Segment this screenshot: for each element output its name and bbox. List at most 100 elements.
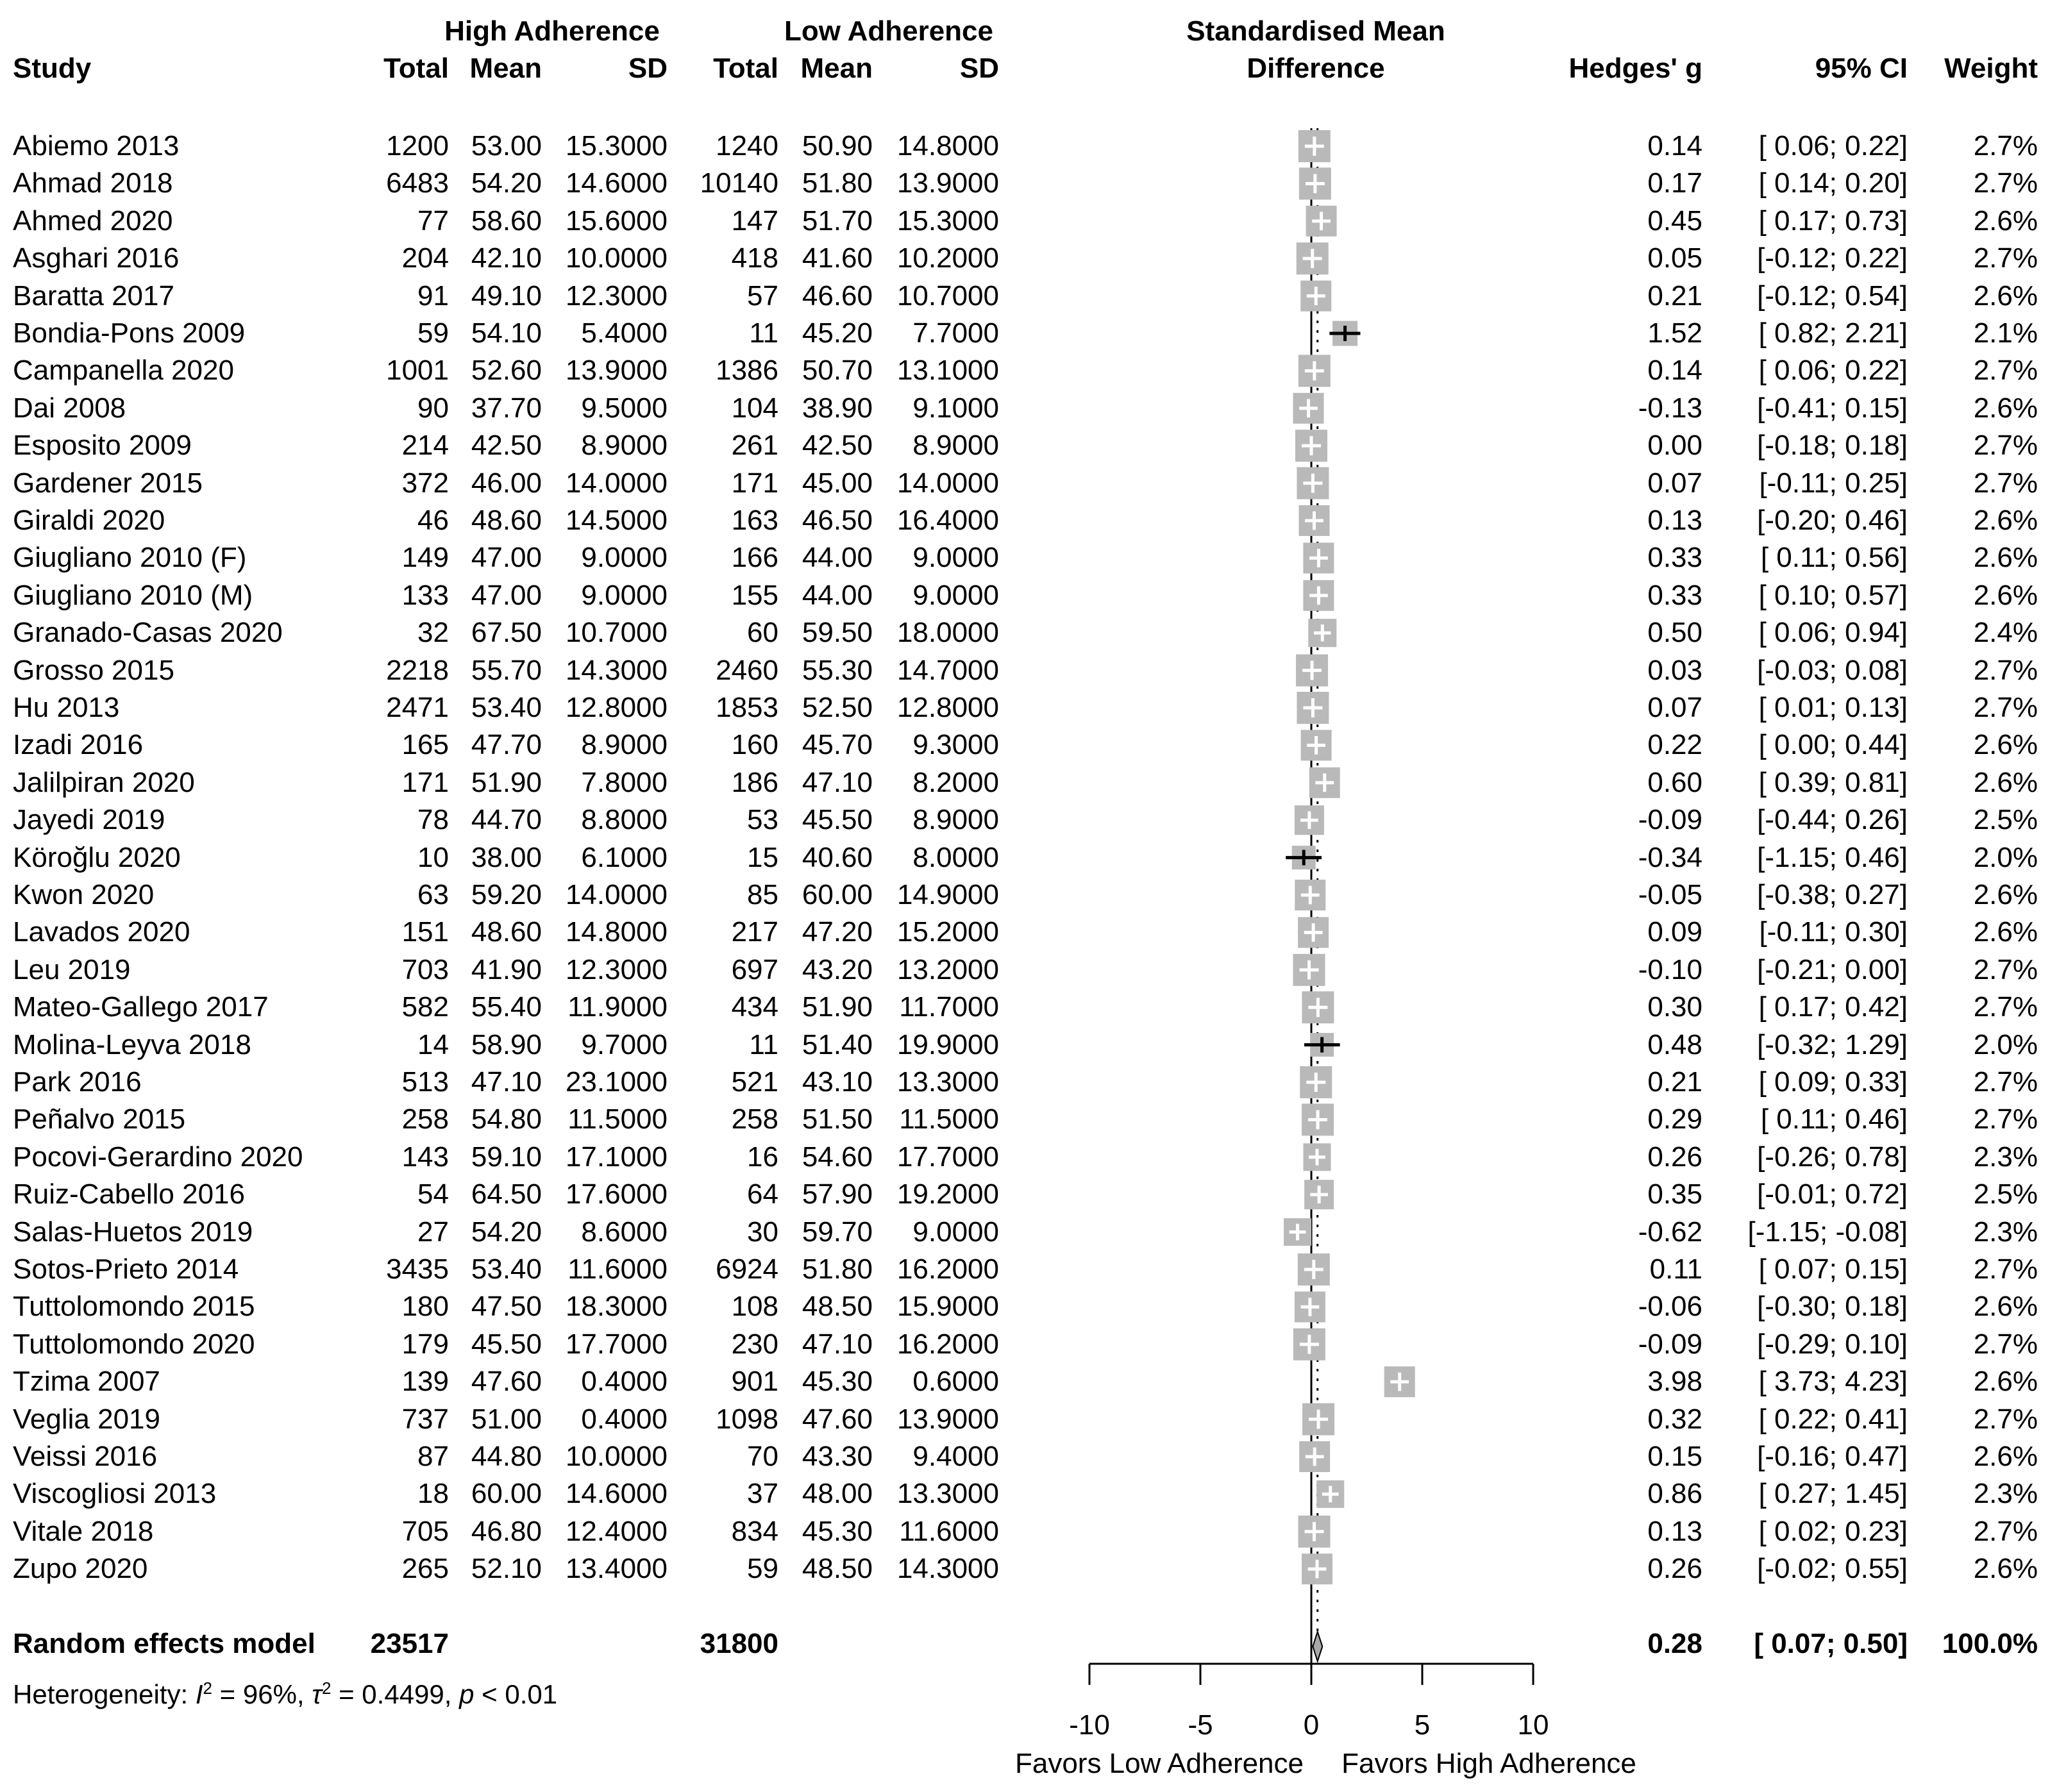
hedges-g: 1.52 [1647, 317, 1702, 349]
study-name: Tuttolomondo 2020 [13, 1328, 255, 1360]
study-row: Jalilpiran 2020 171 51.90 7.8000 186 47.10 8.2… [0, 764, 2050, 801]
summary-label: Random effects model [13, 1628, 315, 1659]
high-total: 54 [417, 1178, 449, 1210]
study-row: Ahmed 2020 77 58.60 15.6000 147 51.70 15.3000 0… [0, 203, 2050, 240]
study-row: Ahmad 2018 6483 54.20 14.6000 10140 51.80 13.9… [0, 165, 2050, 202]
het-tau-exp: 2 [321, 1679, 332, 1698]
high-sd: 13.4000 [565, 1553, 668, 1585]
ci-95: [-0.26; 0.78] [1757, 1141, 1908, 1173]
weight: 2.0% [1973, 841, 2038, 873]
high-mean: 59.20 [471, 879, 542, 910]
weight: 2.4% [1973, 617, 2038, 649]
study-row: Park 2016 513 47.10 23.1000 521 43.10 13.3000 0… [0, 1064, 2050, 1101]
het-i: I [195, 1679, 203, 1709]
study-row: Giraldi 2020 46 48.60 14.5000 163 46.50 16.400… [0, 502, 2050, 539]
high-mean: 45.50 [471, 1328, 542, 1360]
low-sd: 14.8000 [896, 130, 999, 162]
high-sd: 11.6000 [567, 1253, 668, 1285]
point-cross-h [1302, 669, 1322, 673]
high-mean: 55.40 [471, 991, 542, 1023]
ci-95: [ 0.09; 0.33] [1758, 1066, 1908, 1098]
ci-95: [-0.44; 0.26] [1757, 804, 1908, 836]
high-total: 18 [417, 1478, 449, 1510]
point-cross-h [1299, 406, 1318, 410]
point-cross-h [1302, 256, 1322, 260]
weight: 2.5% [1973, 1178, 2038, 1210]
hedges-g: -0.10 [1638, 953, 1702, 985]
low-total: 64 [747, 1178, 778, 1210]
low-total: 59 [747, 1553, 778, 1585]
weight: 2.7% [1973, 130, 2038, 162]
high-total: 59 [417, 317, 449, 349]
weight: 2.7% [1973, 167, 2038, 199]
high-total: 513 [401, 1066, 449, 1098]
high-mean: 47.00 [471, 542, 542, 574]
ci-95: [-0.16; 0.47] [1757, 1441, 1908, 1472]
ci-95: [ 0.11; 0.56] [1760, 542, 1908, 574]
low-sd: 8.0000 [912, 841, 999, 873]
low-mean: 50.90 [802, 130, 873, 162]
header-hedges-g: Hedges' g [1568, 53, 1702, 84]
high-total: 1001 [386, 355, 449, 387]
ci-95: [-0.12; 0.54] [1757, 280, 1908, 312]
ci-95: [ 0.07; 0.15] [1758, 1253, 1908, 1285]
low-mean: 43.20 [802, 953, 873, 985]
low-mean: 48.50 [802, 1291, 873, 1323]
hedges-g: 0.33 [1647, 579, 1702, 611]
high-total: 171 [401, 766, 449, 798]
high-sd: 12.8000 [565, 692, 668, 723]
low-total: 160 [731, 729, 778, 761]
study-row: Gardener 2015 372 46.00 14.0000 171 45.00 14.0… [0, 465, 2050, 502]
weight: 2.7% [1973, 1328, 2038, 1360]
point-cross-h [1309, 556, 1328, 560]
ci-95: [ 0.17; 0.42] [1758, 991, 1908, 1023]
high-total: 214 [401, 430, 449, 462]
high-mean: 54.20 [471, 167, 542, 199]
study-row: Giugliano 2010 (F) 149 47.00 9.0000 166 44.00… [0, 539, 2050, 576]
study-row: Vitale 2018 705 46.80 12.4000 834 45.30 11.600… [0, 1513, 2050, 1550]
low-sd: 16.2000 [896, 1253, 999, 1285]
high-mean: 47.60 [471, 1366, 542, 1398]
high-total: 204 [401, 242, 449, 274]
point-cross-h [1314, 631, 1331, 635]
weight: 2.6% [1973, 1366, 2038, 1398]
low-mean: 60.00 [802, 879, 873, 910]
study-row: Salas-Huetos 2019 27 54.20 8.6000 30 59.70 9.0… [0, 1214, 2050, 1251]
low-total: 30 [747, 1216, 778, 1248]
weight: 2.3% [1973, 1141, 2038, 1173]
low-mean: 42.50 [802, 430, 873, 462]
hedges-g: 0.26 [1647, 1141, 1702, 1173]
low-total: 11 [749, 317, 778, 349]
high-mean: 67.50 [471, 617, 542, 649]
low-mean: 47.10 [802, 1328, 873, 1360]
low-total: 85 [747, 879, 778, 910]
hedges-g: 0.14 [1647, 130, 1702, 162]
high-sd: 10.7000 [565, 617, 668, 649]
high-total: 265 [401, 1553, 449, 1585]
study-name: Zupo 2020 [13, 1553, 148, 1585]
point-cross-h [1309, 1155, 1325, 1159]
hedges-g: 0.05 [1647, 242, 1702, 274]
low-sd: 13.9000 [896, 167, 999, 199]
high-mean: 49.10 [471, 280, 542, 312]
axis-tick-label: 0 [1303, 1709, 1320, 1741]
weight: 2.6% [1973, 1553, 2038, 1585]
study-row: Viscogliosi 2013 18 60.00 14.6000 37 48.00 13.… [0, 1475, 2050, 1512]
study-name: Ruiz-Cabello 2016 [13, 1178, 245, 1210]
high-mean: 48.60 [471, 505, 542, 536]
study-row: Grosso 2015 2218 55.70 14.3000 2460 55.30 14.7… [0, 652, 2050, 689]
header-low-sd: SD [959, 53, 999, 84]
ci-95: [-0.18; 0.18] [1757, 430, 1908, 462]
low-sd: 0.6000 [912, 1366, 999, 1398]
weight: 2.0% [1973, 1028, 2038, 1060]
study-name: Köroğlu 2020 [13, 841, 181, 873]
header-smd-line2: Difference [1247, 53, 1385, 84]
low-sd: 15.2000 [896, 916, 999, 948]
low-mean: 47.10 [802, 766, 873, 798]
study-row: Veglia 2019 737 51.00 0.4000 1098 47.60 13.900… [0, 1401, 2050, 1438]
high-sd: 17.7000 [565, 1328, 668, 1360]
study-name: Sotos-Prieto 2014 [13, 1253, 239, 1285]
high-total: 133 [401, 579, 449, 611]
point-cross-h [1304, 144, 1324, 148]
